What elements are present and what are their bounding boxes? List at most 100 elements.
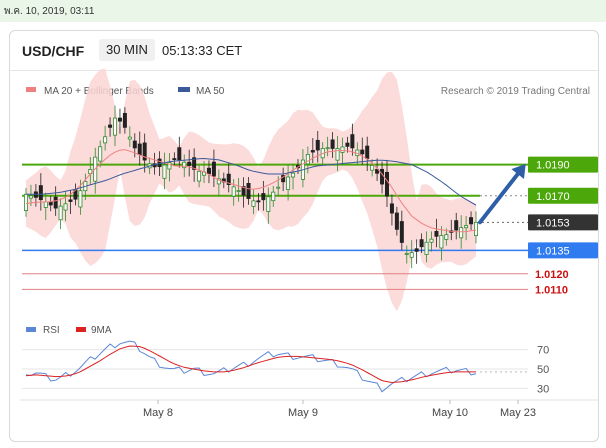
candle-body	[103, 136, 108, 144]
candle-body	[177, 147, 182, 161]
candle-body	[266, 196, 271, 212]
currency-pair: USD/CHF	[22, 43, 85, 59]
candle-body	[231, 186, 236, 197]
candle-body	[108, 124, 113, 128]
candle-body	[365, 145, 370, 159]
candle-body	[419, 239, 424, 248]
candle-body	[276, 186, 281, 189]
candle-body	[291, 172, 296, 178]
candle-body	[315, 139, 320, 151]
candle-body	[162, 164, 167, 179]
candle-body	[48, 201, 53, 206]
candle-body	[113, 117, 118, 136]
level-box-1.0135	[528, 242, 598, 259]
candle-body	[380, 168, 385, 185]
candle-body	[53, 196, 58, 209]
level-label-1.0135: 1.0135	[536, 245, 570, 257]
candle-body	[226, 173, 231, 186]
candle-body	[340, 146, 345, 153]
candle-body	[399, 221, 404, 243]
ma50-line	[25, 157, 477, 206]
price-area: 1.0190 1.0170 1.0153 1.0135 1.0120 1.0110	[22, 68, 598, 312]
candle-body	[216, 178, 221, 185]
candle-body	[469, 217, 474, 225]
x-tick-label: May 9	[288, 407, 318, 419]
rsi-line	[25, 340, 477, 393]
candle-body	[117, 117, 122, 122]
candle-body	[23, 193, 28, 212]
level-label-1.0153: 1.0153	[536, 217, 570, 229]
candle-body	[459, 227, 464, 239]
candle-body	[28, 195, 33, 199]
candle-body	[444, 234, 449, 240]
candle-body	[127, 136, 132, 140]
ma20-swatch	[26, 87, 36, 92]
level-label-1.0120: 1.0120	[535, 269, 569, 281]
rsi-tick-70: 70	[537, 345, 549, 357]
ma50-swatch	[178, 87, 190, 92]
rsi-tick-30: 30	[537, 383, 549, 395]
candle-body	[182, 161, 187, 169]
candle-body	[360, 149, 365, 155]
candle-body	[167, 162, 172, 170]
candle-body	[305, 153, 310, 165]
candle-body	[335, 148, 340, 161]
bollinger-band	[26, 68, 476, 312]
level-box-1.0190	[528, 156, 598, 173]
candle-body	[251, 200, 256, 207]
candle-body	[330, 139, 335, 149]
rsi-area: 70 50 30	[22, 340, 549, 395]
rsi-legend-label: RSI	[43, 325, 60, 336]
x-tick-label: May 8	[143, 407, 173, 419]
rsi-ma-swatch	[76, 327, 86, 332]
candle-body	[454, 220, 459, 231]
candle-body	[122, 112, 127, 128]
candle-body	[197, 170, 202, 182]
forecast-arrow-shaft	[478, 166, 524, 225]
candle-body	[409, 252, 414, 258]
rsi-legend: RSI 9MA	[26, 325, 112, 336]
top-timestamp: พ.ค. 10, 2019, 03:11	[4, 6, 95, 17]
candle-body	[211, 161, 216, 177]
x-tick-label: May 23	[500, 407, 536, 419]
candle-body	[394, 212, 399, 230]
credit-label: Research © 2019 Trading Central	[441, 86, 590, 97]
candle-body	[172, 158, 177, 160]
ma20-line	[25, 149, 477, 233]
candle-body	[157, 158, 162, 168]
x-tick-label: May 10	[432, 407, 468, 419]
candle-body	[350, 134, 355, 149]
ma50-legend-label: MA 50	[196, 86, 225, 97]
candle-body	[389, 203, 394, 214]
candle-body	[375, 168, 380, 174]
candle-body	[236, 190, 241, 192]
rsi-ma-legend-label: 9MA	[91, 325, 112, 336]
candle-body	[192, 157, 197, 170]
candle-body	[256, 200, 261, 203]
level-label-1.0170: 1.0170	[536, 191, 570, 203]
header-divider	[10, 70, 598, 71]
candle-body	[78, 190, 83, 208]
level-box-1.0153	[528, 214, 598, 231]
candle-body	[473, 221, 478, 236]
candle-body	[206, 167, 211, 175]
candle-body	[414, 248, 419, 252]
candle-body	[132, 140, 137, 149]
candle-body	[68, 199, 73, 202]
candle-body	[464, 225, 469, 229]
candle-body	[43, 201, 48, 208]
candle-body	[404, 252, 409, 255]
level-label-1.0110: 1.0110	[535, 284, 568, 296]
x-axis: May 8 May 9 May 10 May 23	[143, 400, 536, 419]
candle-body	[271, 191, 276, 202]
candle-body	[241, 186, 246, 196]
rsi-ma-line	[25, 345, 476, 384]
candle-body	[370, 165, 375, 171]
candle-body	[424, 241, 429, 255]
candle-body	[281, 175, 286, 183]
top-bar: พ.ค. 10, 2019, 03:11	[0, 0, 606, 22]
timeframe-button[interactable]: 30 MIN	[99, 39, 155, 61]
candle-body	[384, 171, 389, 197]
chart-time: 05:13:33 CET	[162, 43, 243, 58]
